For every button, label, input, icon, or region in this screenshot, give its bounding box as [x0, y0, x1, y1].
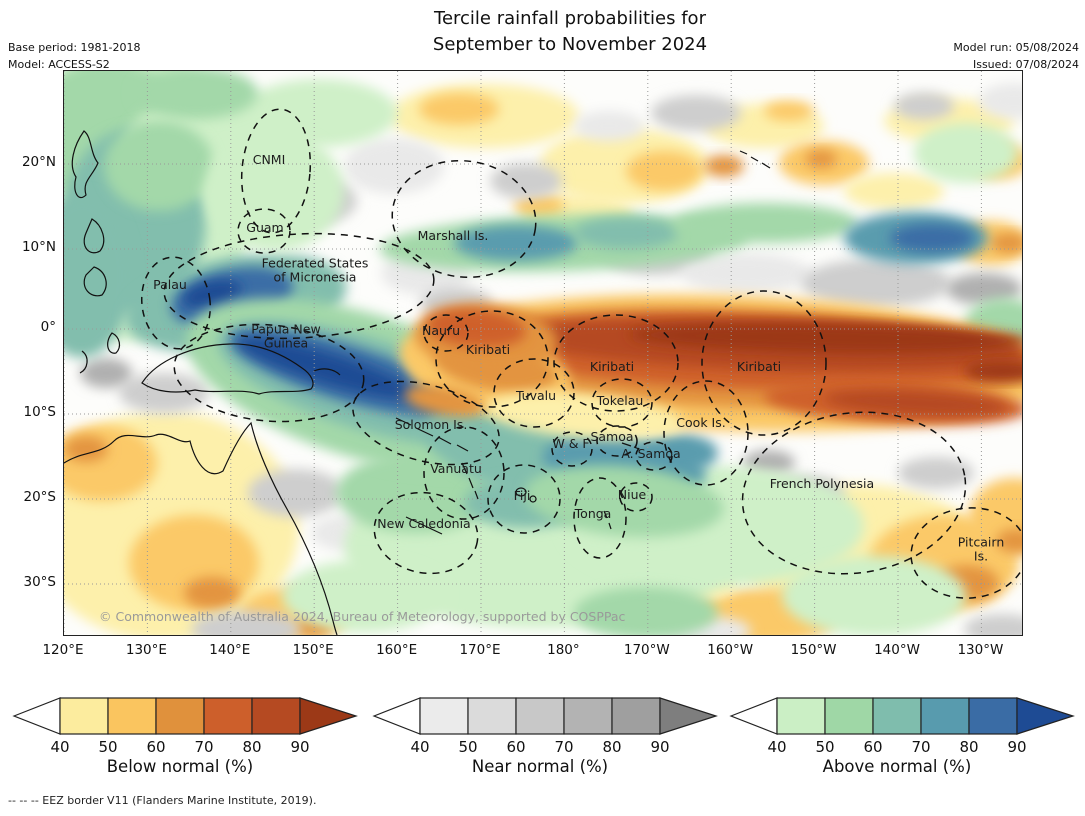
x-tick-170E: 170°E	[459, 642, 501, 658]
legend-below-normal-tick-40: 40	[50, 738, 69, 755]
legend-below-normal-colorbar: 40 50 60 70 80 90	[12, 697, 358, 756]
base-period-text: Base period: 1981-2018	[8, 41, 141, 54]
contour-blobs	[64, 71, 1022, 635]
legend-near-normal-tick-70: 70	[554, 738, 573, 755]
legend-below-normal-title: Below normal (%)	[106, 757, 254, 776]
legend-above-normal-tick-40: 40	[767, 738, 786, 755]
rainfall-probability-field	[64, 71, 1022, 635]
title-line2: September to November 2024	[432, 34, 708, 56]
x-tick-180: 180°	[547, 642, 580, 658]
y-tick-30S: 30°S	[23, 574, 57, 590]
legend-above-normal-tick-70: 70	[911, 738, 930, 755]
x-tick-130W: 130°W	[957, 642, 1004, 658]
legend-near-normal: 40 50 60 70 80 90 Near normal (%)	[372, 697, 718, 776]
x-tick-140W: 140°W	[874, 642, 920, 658]
legend-below-normal-tick-50: 50	[98, 738, 117, 755]
legend-below-normal: 40 50 60 70 80 90 Below normal (%)	[12, 697, 358, 776]
x-tick-150E: 150°E	[292, 642, 334, 658]
legend-near-normal-tick-60: 60	[506, 738, 525, 755]
legend-near-normal-title: Near normal (%)	[471, 757, 609, 776]
model-run-text: Model run: 05/08/2024	[953, 41, 1079, 54]
legend-above-normal-tick-60: 60	[863, 738, 882, 755]
legend-below-normal-tick-80: 80	[242, 738, 261, 755]
x-tick-130E: 130°E	[125, 642, 167, 658]
run-meta: Model run: 05/08/2024 Issued: 07/08/2024	[953, 40, 1079, 73]
legend-below-normal-tick-90: 90	[290, 738, 309, 755]
eez-borders	[140, 108, 1022, 599]
y-tick-10S: 10°S	[23, 404, 57, 420]
coastlines	[64, 130, 771, 635]
model-text: Model: ACCESS-S2	[8, 57, 110, 71]
x-tick-150W: 150°W	[790, 642, 837, 658]
legend-above-normal-tick-50: 50	[815, 738, 834, 755]
legend-below-normal-tick-60: 60	[146, 738, 165, 755]
pacific-map: CNMI Guam Federated States of Micronesia Pa…	[63, 70, 1023, 636]
legend-near-normal-tick-50: 50	[458, 738, 477, 755]
legend-above-normal-colorbar: 40 50 60 70 80 90	[729, 697, 1075, 756]
x-tick-160W: 160°W	[707, 642, 754, 658]
y-tick-10N: 10°N	[21, 239, 56, 255]
legend-below-normal-tick-70: 70	[194, 738, 213, 755]
legend-near-normal-tick-80: 80	[602, 738, 621, 755]
legend-above-normal-tick-80: 80	[959, 738, 978, 755]
x-tick-140E: 140°E	[209, 642, 251, 658]
model-meta: Base period: 1981-2018 Model: ACCESS-S2	[8, 40, 140, 73]
y-tick-20N: 20°N	[21, 154, 56, 170]
x-tick-120E: 120°E	[42, 642, 84, 658]
x-tick-170W: 170°W	[623, 642, 670, 658]
copyright-text: © Commonwealth of Australia 2024, Bureau…	[99, 609, 626, 624]
legend-near-normal-tick-90: 90	[650, 738, 669, 755]
eez-footnote: -- -- -- EEZ border V11 (Flanders Marine…	[8, 794, 317, 807]
issued-text: Issued: 07/08/2024	[972, 57, 1079, 71]
y-tick-0: 0°	[40, 319, 56, 335]
title-line1: Tercile rainfall probabilities for	[434, 8, 706, 29]
x-tick-160E: 160°E	[376, 642, 418, 658]
legend-above-normal: 40 50 60 70 80 90 Above normal (%)	[729, 697, 1075, 776]
page-title: Tercile rainfall probabilities for Septe…	[300, 6, 840, 58]
legend-near-normal-tick-40: 40	[410, 738, 429, 755]
legend-near-normal-colorbar: 40 50 60 70 80 90	[372, 697, 718, 756]
legend-above-normal-tick-90: 90	[1007, 738, 1026, 755]
y-tick-20S: 20°S	[23, 489, 57, 505]
legend-above-normal-title: Above normal (%)	[822, 757, 972, 776]
